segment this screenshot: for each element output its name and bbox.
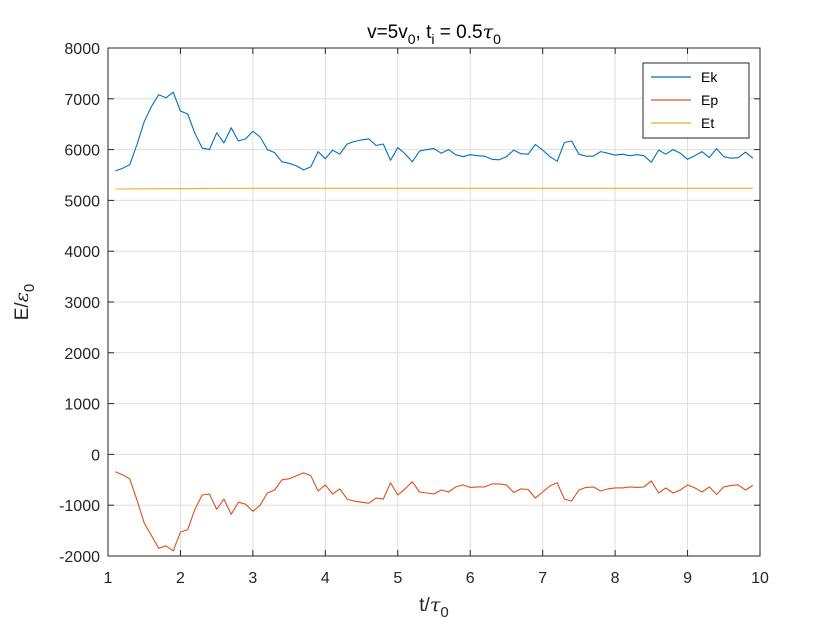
x-tick-label: 3 <box>248 570 257 587</box>
y-tick-label: 6000 <box>64 143 100 160</box>
y-tick-label: 2000 <box>64 346 100 363</box>
y-tick-label: -1000 <box>59 498 100 515</box>
x-axis-title: t/τ0 <box>419 594 448 621</box>
series-line-ep <box>114 471 754 552</box>
y-tick-label: 0 <box>91 447 100 464</box>
y-tick-label: 3000 <box>64 295 100 312</box>
x-tick-label: 4 <box>321 570 330 587</box>
series-line-ek <box>115 91 754 172</box>
series-line-et <box>115 187 753 190</box>
legend: Ek Ep Et <box>642 62 750 139</box>
y-tick-label: 7000 <box>64 92 100 109</box>
x-tick-label: 9 <box>683 570 692 587</box>
legend-label-et: Et <box>701 115 714 131</box>
x-tick-label: 10 <box>751 570 769 587</box>
x-tick-label: 8 <box>611 570 620 587</box>
x-tick-label: 6 <box>466 570 475 587</box>
chart-title: v=5v0, ti = 0.5τ0 <box>367 21 501 47</box>
x-tick-label: 2 <box>176 570 185 587</box>
x-tick-label: 5 <box>393 570 402 587</box>
x-tick-label: 7 <box>538 570 547 587</box>
legend-label-ek: Ek <box>701 69 718 85</box>
y-axis-title: E/ε0 <box>11 284 38 321</box>
y-tick-label: 4000 <box>64 244 100 261</box>
x-tick-label: 1 <box>104 570 113 587</box>
series-group <box>114 91 754 552</box>
y-tick-label: 8000 <box>64 41 100 58</box>
axis-ticks: 1 2 3 4 5 6 7 8 9 10 -2000 -1000 0 1000 2000 3000 4000 50… <box>59 41 769 587</box>
legend-label-ep: Ep <box>701 92 718 108</box>
y-tick-label: 1000 <box>64 397 100 414</box>
y-tick-label: -2000 <box>59 549 100 566</box>
y-tick-label: 5000 <box>64 193 100 210</box>
